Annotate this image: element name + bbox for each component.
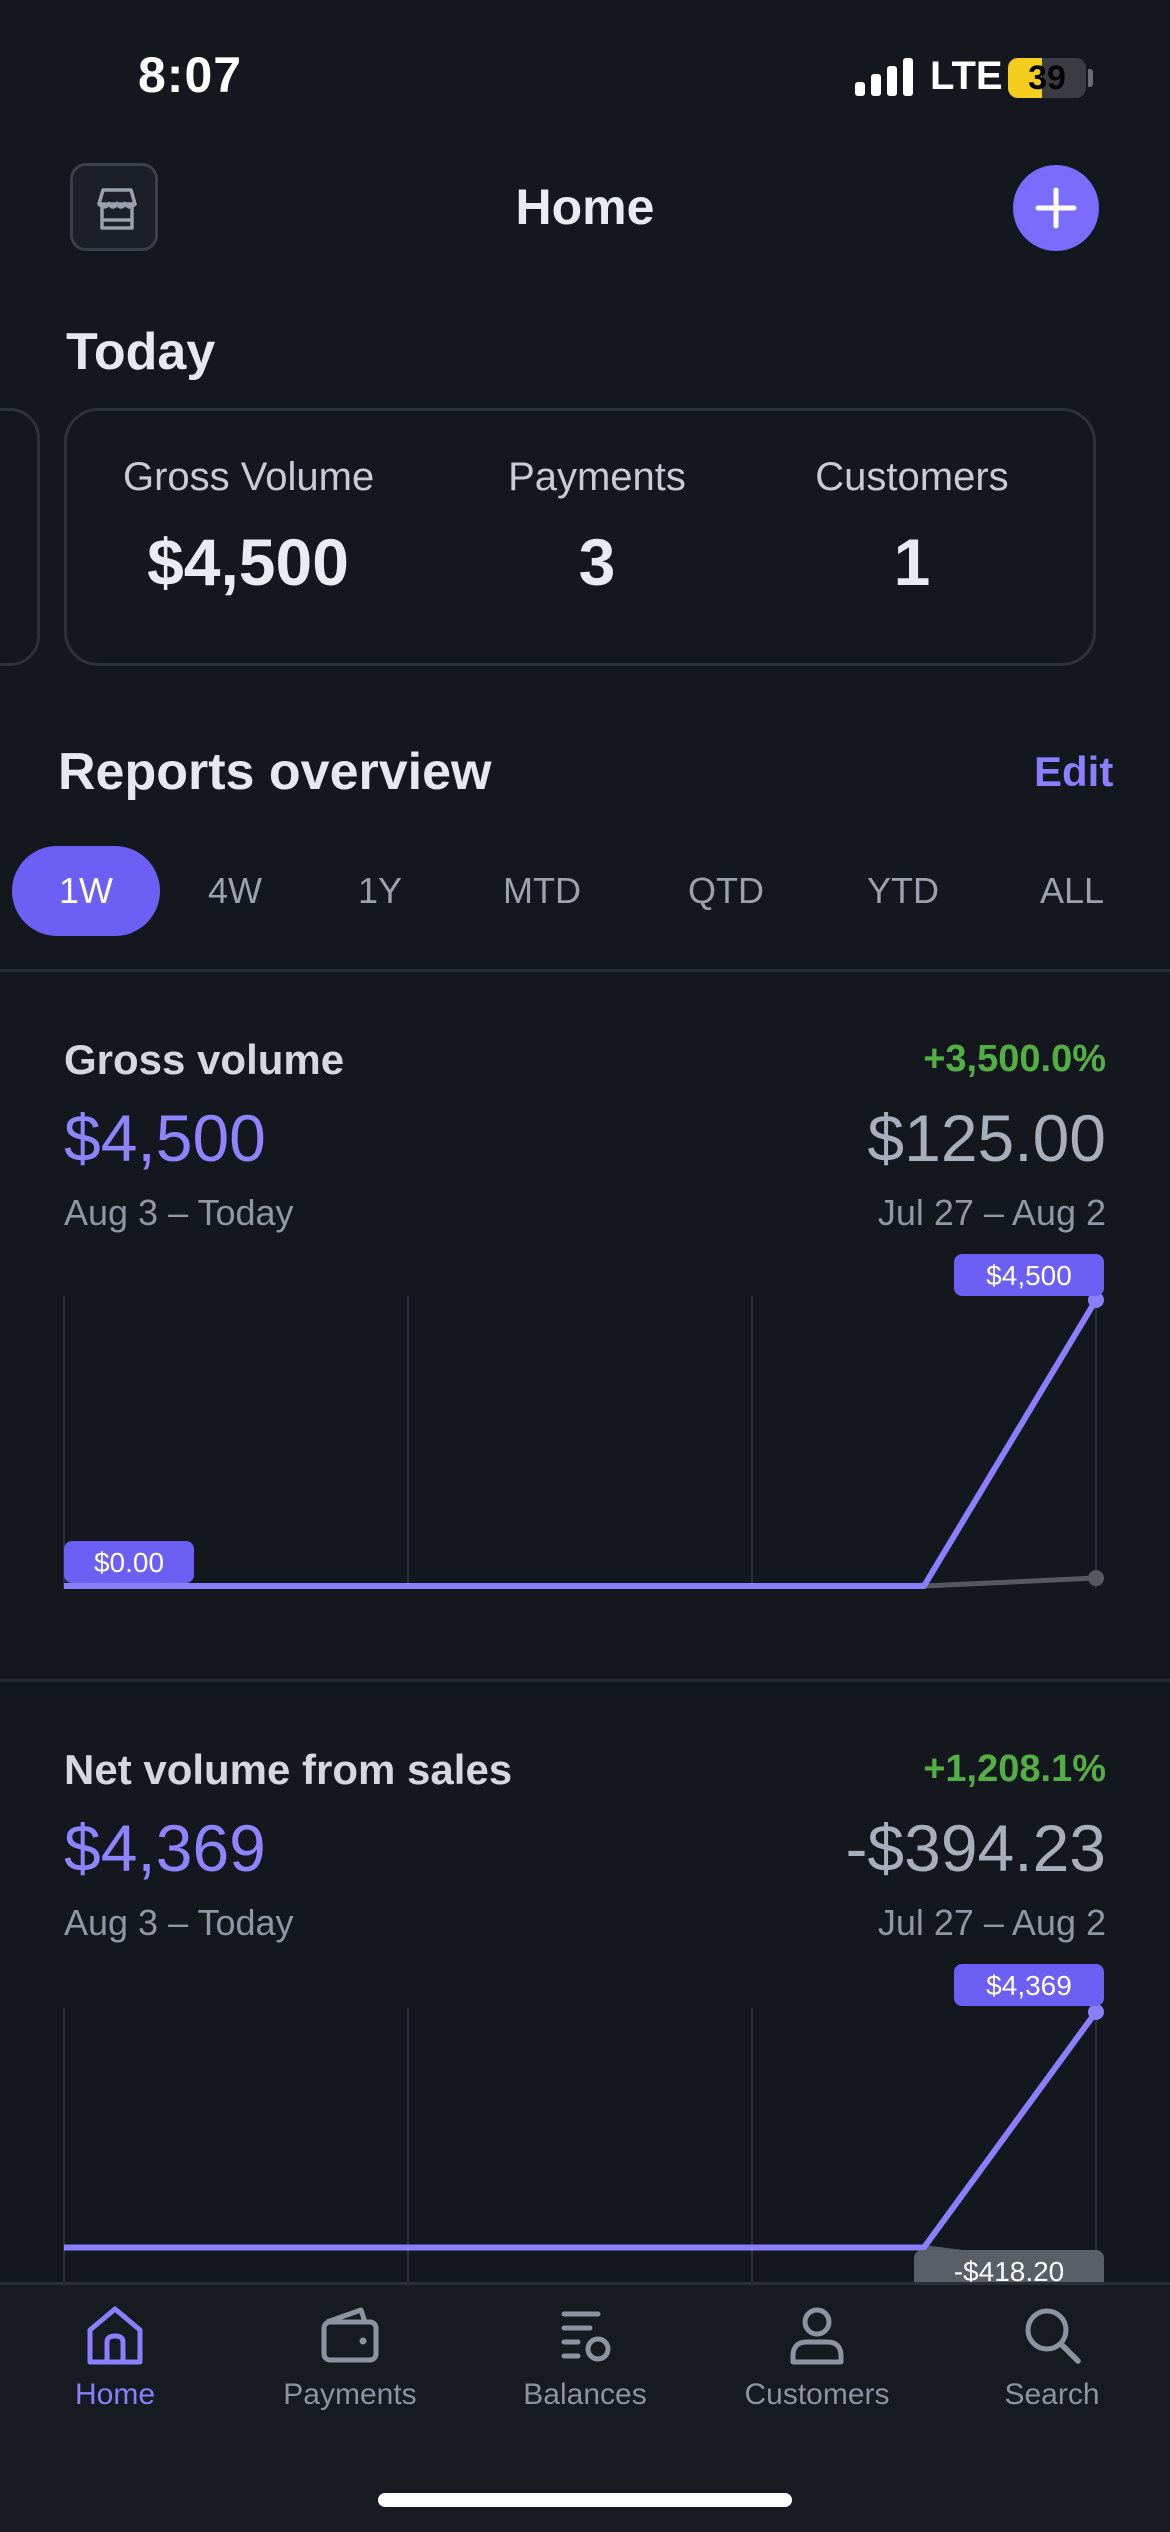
- gross-volume-previous-range: Jul 27 – Aug 2: [877, 1192, 1106, 1233]
- stat-label: Gross Volume: [123, 455, 375, 499]
- gross-volume-current-range: Aug 3 – Today: [64, 1192, 294, 1233]
- stat-label: Payments: [508, 455, 686, 499]
- add-button[interactable]: [1013, 165, 1099, 251]
- gross-volume-start-label-text: $0.00: [94, 1547, 164, 1578]
- net-volume-title: Net volume from sales: [64, 1746, 513, 1793]
- current-period-line: [64, 2010, 1099, 2251]
- previous-card-peek[interactable]: [0, 408, 40, 666]
- tab-label: Balances: [523, 2378, 647, 2411]
- range-tab-mtd[interactable]: MTD: [503, 870, 581, 911]
- stat-label: Customers: [815, 455, 1009, 499]
- net-volume-end-label-bg: [954, 1964, 1104, 2006]
- tab-customers[interactable]: Customers: [707, 2300, 927, 2412]
- net-volume-end-label-text: $4,369: [986, 1970, 1072, 2001]
- home-indicator: [378, 2493, 792, 2507]
- net-volume-previous-range: Jul 27 – Aug 2: [877, 1902, 1106, 1943]
- today-summary-card[interactable]: Gross Volume $4,500 Payments 3 Customers…: [64, 408, 1096, 666]
- previous-period-point: [1088, 1570, 1104, 1587]
- tab-label: Home: [74, 2378, 156, 2411]
- battery-icon: 39: [1008, 58, 1086, 98]
- current-period-line: [64, 1298, 1099, 1589]
- storefront-icon: [97, 188, 137, 230]
- gross-volume-end-label-text: $4,500: [986, 1260, 1072, 1291]
- net-volume-previous-end-label: -$418.20: [914, 2250, 1104, 2292]
- net-volume-change: +1,208.1%: [923, 1748, 1106, 1790]
- battery-level: 39: [1028, 59, 1066, 97]
- range-tab-1y[interactable]: 1Y: [357, 870, 403, 911]
- net-volume-value: $4,369: [64, 1811, 266, 1885]
- tab-balances[interactable]: Balances: [475, 2300, 695, 2412]
- tab-label: Search: [1004, 2378, 1100, 2411]
- net-volume-previous-end-label-text: -$418.20: [954, 2256, 1065, 2287]
- net-volume-end-label: $4,369: [954, 1964, 1104, 2006]
- store-button[interactable]: [70, 163, 158, 251]
- range-tab-ytd[interactable]: YTD: [867, 870, 939, 911]
- edit-button[interactable]: Edit: [1034, 748, 1114, 795]
- tab-search[interactable]: Search: [942, 2300, 1162, 2412]
- home-icon: [87, 2306, 143, 2365]
- range-tab-all[interactable]: ALL: [1039, 870, 1105, 911]
- network-label: LTE: [930, 54, 1003, 98]
- net-volume-current-range: Aug 3 – Today: [64, 1902, 294, 1943]
- stat-gross-volume: Gross Volume $4,500: [123, 455, 375, 600]
- plus-icon: [1035, 187, 1077, 229]
- gross-volume-title: Gross volume: [64, 1036, 345, 1083]
- gross-volume-change: +3,500.0%: [923, 1038, 1106, 1080]
- stat-customers: Customers 1: [792, 455, 1032, 600]
- tab-label: Customers: [744, 2378, 890, 2411]
- battery-tip: [1088, 69, 1093, 87]
- net-volume-chart[interactable]: $4,369 -$418.20: [0, 1960, 1170, 2292]
- search-icon: [1025, 2308, 1081, 2364]
- current-period-point: [1088, 2004, 1104, 2020]
- gross-volume-previous-value: $125.00: [867, 1101, 1106, 1175]
- range-tab-1w[interactable]: 1W: [12, 846, 160, 936]
- gross-volume-start-label: $0.00: [64, 1541, 194, 1583]
- net-volume-previous-end-label-bg: [914, 2250, 1104, 2292]
- status-time: 8:07: [138, 47, 243, 103]
- gross-volume-start-label-bg: [64, 1541, 194, 1583]
- stat-value: $4,500: [147, 525, 349, 599]
- signal-icon: [855, 58, 915, 96]
- stat-value: 3: [578, 525, 616, 599]
- stat-value: 1: [893, 525, 931, 599]
- today-heading: Today: [66, 323, 216, 381]
- balances-icon: [561, 2311, 611, 2362]
- reports-heading: Reports overview: [58, 743, 492, 801]
- tab-payments[interactable]: Payments: [240, 2300, 460, 2412]
- gross-volume-chart[interactable]: $4,500 $0.00: [0, 1250, 1170, 1610]
- gross-volume-end-label-bg: [954, 1254, 1104, 1296]
- tab-bar: [0, 2282, 1170, 2532]
- section-divider: [0, 1679, 1170, 1682]
- wallet-icon: [321, 2307, 379, 2363]
- person-icon: [790, 2307, 844, 2365]
- tab-label: Payments: [283, 2378, 417, 2411]
- gross-volume-end-label: $4,500: [954, 1254, 1104, 1296]
- gross-volume-value: $4,500: [64, 1101, 266, 1175]
- page-title: Home: [515, 179, 655, 235]
- net-volume-previous-value: -$394.23: [845, 1811, 1106, 1885]
- tab-home[interactable]: Home: [5, 2300, 225, 2412]
- range-tab-4w[interactable]: 4W: [208, 870, 262, 911]
- stat-payments: Payments 3: [487, 455, 707, 600]
- section-divider: [0, 969, 1170, 972]
- range-tab-qtd[interactable]: QTD: [688, 870, 764, 911]
